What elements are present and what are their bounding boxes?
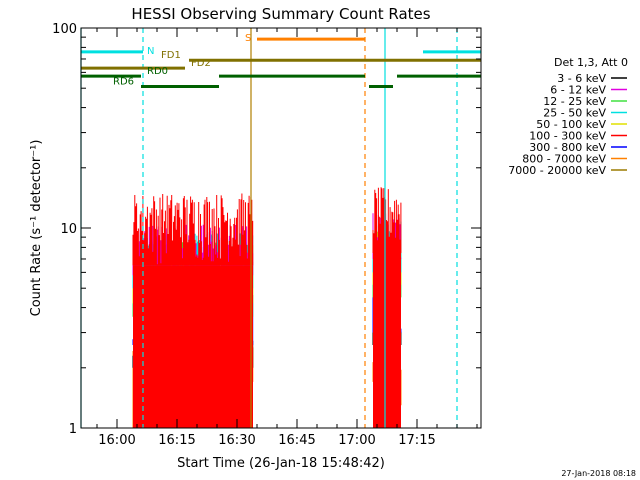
- x-axis-label: Start Time (26-Jan-18 15:48:42): [177, 456, 385, 471]
- x-tick-label-5: 17:15: [398, 433, 435, 448]
- legend-label-4: 50 - 100 keV: [536, 118, 606, 131]
- series-7-fill-0: [133, 265, 253, 428]
- y-axis-label: Count Rate (s⁻¹ detector⁻¹): [29, 140, 44, 317]
- chart-title: HESSI Observing Summary Count Rates: [131, 5, 430, 23]
- x-tick-label-4: 17:00: [338, 433, 375, 448]
- legend-label-7: 800 - 7000 keV: [522, 153, 606, 166]
- series-7-fill-1: [373, 252, 401, 428]
- x-tick-label-0: 16:00: [98, 433, 135, 448]
- flag-label-fd2: FD2: [191, 58, 211, 69]
- y-tick-label-1: 10: [60, 222, 77, 237]
- flag-label-fd1: FD1: [161, 50, 181, 61]
- legend-label-3: 25 - 50 keV: [543, 107, 606, 120]
- data-layer: [132, 187, 402, 428]
- legend-label-0: 3 - 6 keV: [557, 72, 606, 85]
- legend-label-1: 6 - 12 keV: [550, 84, 606, 97]
- y-tick-label-0: 1: [69, 422, 77, 437]
- observing-flags: N S FD1 FD2 RD0 RD6: [81, 33, 481, 88]
- legend-label-8: 7000 - 20000 keV: [508, 164, 606, 177]
- flag-label-s: S: [245, 33, 251, 44]
- series-7-segment-1: [372, 187, 402, 253]
- legend-label-2: 12 - 25 keV: [543, 95, 606, 108]
- x-tick-label-2: 16:30: [218, 433, 255, 448]
- x-tick-label-1: 16:15: [158, 433, 195, 448]
- axes: 16:00 16:15 16:30 16:45 17:00 17:15 1 10 100: [52, 22, 481, 448]
- series-7-segment-0: [132, 193, 254, 266]
- series-7: [132, 187, 402, 428]
- flag-label-n: N: [147, 46, 154, 57]
- legend-title: Det 1,3, Att 0: [554, 56, 628, 69]
- footer-timestamp: 27-Jan-2018 08:18: [561, 469, 636, 478]
- y-tick-label-2: 100: [52, 22, 77, 37]
- flag-label-rd6: RD6: [113, 76, 134, 87]
- x-tick-label-3: 16:45: [278, 433, 315, 448]
- legend-label-6: 300 - 800 keV: [529, 141, 606, 154]
- legend-label-5: 100 - 300 keV: [529, 130, 606, 143]
- flag-label-rd0: RD0: [147, 66, 168, 77]
